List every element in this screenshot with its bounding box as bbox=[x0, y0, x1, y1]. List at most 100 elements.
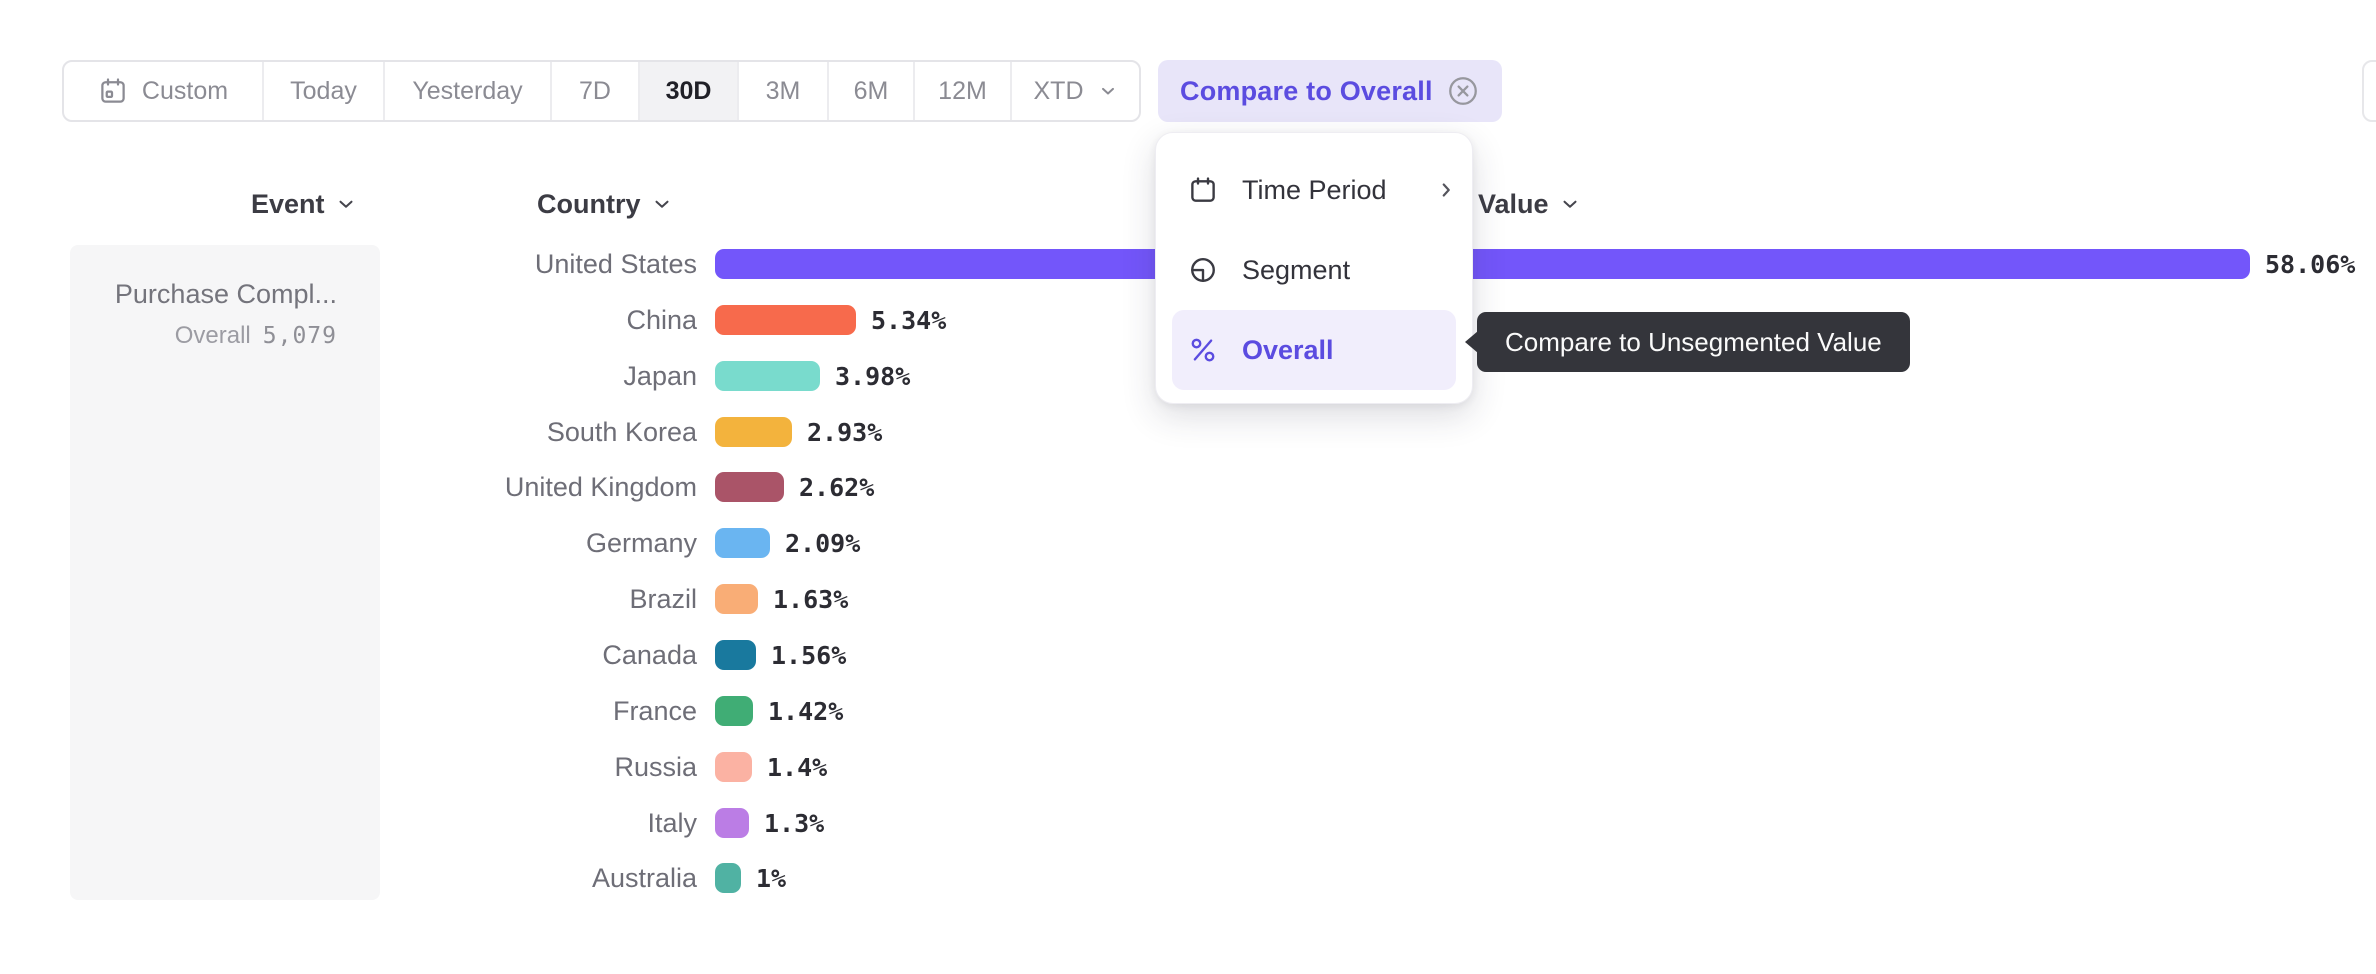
range-label: 7D bbox=[579, 76, 611, 105]
bar-south-korea[interactable] bbox=[715, 417, 792, 447]
country-label-germany: Germany bbox=[585, 527, 697, 558]
value-column-label: Value bbox=[1478, 188, 1549, 219]
calendar-icon bbox=[98, 76, 128, 106]
bar-united-kingdom[interactable] bbox=[715, 472, 784, 502]
chevron-down-icon bbox=[335, 193, 357, 215]
chevron-down-icon bbox=[1559, 193, 1581, 215]
bar-france[interactable] bbox=[715, 696, 753, 726]
range-6m[interactable]: 6M bbox=[829, 62, 915, 120]
menu-item-overall[interactable]: Overall bbox=[1172, 310, 1456, 390]
bar-value-germany: 2.09% bbox=[785, 528, 861, 558]
event-column-label: Event bbox=[251, 188, 325, 219]
range-label: Today bbox=[290, 76, 357, 105]
tooltip-text: Compare to Unsegmented Value bbox=[1505, 326, 1882, 357]
chart-row: China 5.34% bbox=[0, 304, 2376, 336]
bar-brazil[interactable] bbox=[715, 584, 758, 614]
bar-value-brazil: 1.63% bbox=[773, 584, 849, 614]
range-label: Yesterday bbox=[412, 76, 523, 105]
chevron-right-icon bbox=[1435, 179, 1457, 201]
column-header-country[interactable]: Country bbox=[537, 188, 673, 220]
chart-row: Australia 1% bbox=[0, 862, 2376, 894]
menu-item-label: Overall bbox=[1242, 334, 1334, 365]
country-label-australia: Australia bbox=[591, 862, 697, 893]
compare-to-overall-label: Compare to Overall bbox=[1180, 75, 1433, 106]
range-label: 12M bbox=[938, 76, 987, 105]
chart-row: Italy 1.3% bbox=[0, 807, 2376, 839]
country-label-brazil: Brazil bbox=[629, 583, 697, 614]
chevron-down-icon bbox=[651, 193, 673, 215]
country-label-russia: Russia bbox=[614, 751, 697, 782]
column-header-event[interactable]: Event bbox=[251, 188, 357, 220]
bar-value-united-kingdom: 2.62% bbox=[799, 472, 875, 502]
bar-value-italy: 1.3% bbox=[764, 808, 825, 838]
event-card[interactable]: Purchase Compl... Overall 5,079 bbox=[70, 245, 380, 900]
chart-row: United States 58.06% bbox=[0, 248, 2376, 280]
overall-label: Overall bbox=[174, 322, 251, 349]
bar-value-russia: 1.4% bbox=[767, 752, 828, 782]
country-label-united-states: United States bbox=[534, 248, 697, 279]
tooltip: Compare to Unsegmented Value bbox=[1465, 312, 1910, 372]
range-custom[interactable]: Custom bbox=[64, 62, 264, 120]
chart-row: Japan 3.98% bbox=[0, 360, 2376, 392]
country-label-italy: Italy bbox=[647, 807, 697, 838]
bar-value-united-states: 58.06% bbox=[2265, 249, 2356, 279]
overall-value: 5,079 bbox=[262, 323, 337, 349]
bar-value-south-korea: 2.93% bbox=[807, 417, 883, 447]
range-label: 3M bbox=[765, 76, 801, 105]
percent-icon bbox=[1188, 335, 1218, 365]
menu-item-label: Segment bbox=[1242, 254, 1351, 285]
bar-value-china: 5.34% bbox=[871, 305, 947, 335]
bar-australia[interactable] bbox=[715, 863, 741, 893]
country-label-canada: Canada bbox=[602, 639, 697, 670]
country-column-label: Country bbox=[537, 188, 641, 219]
range-today[interactable]: Today bbox=[264, 62, 385, 120]
bar-russia[interactable] bbox=[715, 752, 752, 782]
event-overall-row: Overall 5,079 bbox=[70, 322, 337, 350]
range-30d[interactable]: 30D bbox=[640, 62, 739, 120]
compare-to-overall-button[interactable]: Compare to Overall bbox=[1158, 60, 1502, 122]
menu-item-label: Time Period bbox=[1242, 174, 1387, 205]
x-circle-icon[interactable] bbox=[1446, 74, 1480, 108]
range-12m[interactable]: 12M bbox=[915, 62, 1012, 120]
menu-item-time-period[interactable]: Time Period bbox=[1156, 150, 1472, 230]
chart-row: Brazil 1.63% bbox=[0, 583, 2376, 615]
bar-italy[interactable] bbox=[715, 808, 749, 838]
column-header-value[interactable]: Value bbox=[1478, 188, 1581, 220]
bar-value-france: 1.42% bbox=[768, 696, 844, 726]
bar-value-canada: 1.56% bbox=[771, 640, 847, 670]
bar-canada[interactable] bbox=[715, 640, 756, 670]
chart-row: Germany 2.09% bbox=[0, 527, 2376, 559]
menu-item-segment[interactable]: Segment bbox=[1156, 230, 1472, 310]
bar-japan[interactable] bbox=[715, 361, 820, 391]
chart-row: France 1.42% bbox=[0, 695, 2376, 727]
chart-row: Russia 1.4% bbox=[0, 751, 2376, 783]
bar-germany[interactable] bbox=[715, 528, 770, 558]
bar-value-japan: 3.98% bbox=[835, 361, 911, 391]
calendar-icon bbox=[1188, 175, 1218, 205]
range-label: 30D bbox=[665, 76, 712, 105]
chart-row: South Korea 2.93% bbox=[0, 416, 2376, 448]
chevron-down-icon bbox=[1098, 81, 1118, 101]
country-label-japan: Japan bbox=[623, 360, 697, 391]
range-label: XTD bbox=[1033, 76, 1084, 105]
range-yesterday[interactable]: Yesterday bbox=[385, 62, 552, 120]
bar-united-states[interactable] bbox=[715, 249, 2250, 279]
range-7d[interactable]: 7D bbox=[552, 62, 640, 120]
range-label: 6M bbox=[853, 76, 889, 105]
bar-value-australia: 1% bbox=[756, 863, 787, 893]
compare-dropdown-menu: Time Period Segment Overall bbox=[1155, 132, 1473, 404]
segment-icon bbox=[1188, 255, 1218, 285]
event-title: Purchase Compl... bbox=[114, 279, 337, 309]
range-3m[interactable]: 3M bbox=[739, 62, 829, 120]
country-label-south-korea: South Korea bbox=[546, 416, 697, 447]
bar-china[interactable] bbox=[715, 305, 856, 335]
cutoff-button-fragment[interactable] bbox=[2362, 60, 2376, 122]
date-range-toolbar: Custom Today Yesterday 7D 30D 3M 6M 12M XTD bbox=[62, 60, 1141, 122]
range-xtd[interactable]: XTD bbox=[1012, 62, 1139, 120]
country-label-france: France bbox=[612, 695, 697, 726]
chart-row: Canada 1.56% bbox=[0, 639, 2376, 671]
range-label: Custom bbox=[141, 76, 229, 105]
country-label-china: China bbox=[626, 304, 697, 335]
country-label-united-kingdom: United Kingdom bbox=[504, 471, 697, 502]
chart-row: United Kingdom 2.62% bbox=[0, 471, 2376, 503]
